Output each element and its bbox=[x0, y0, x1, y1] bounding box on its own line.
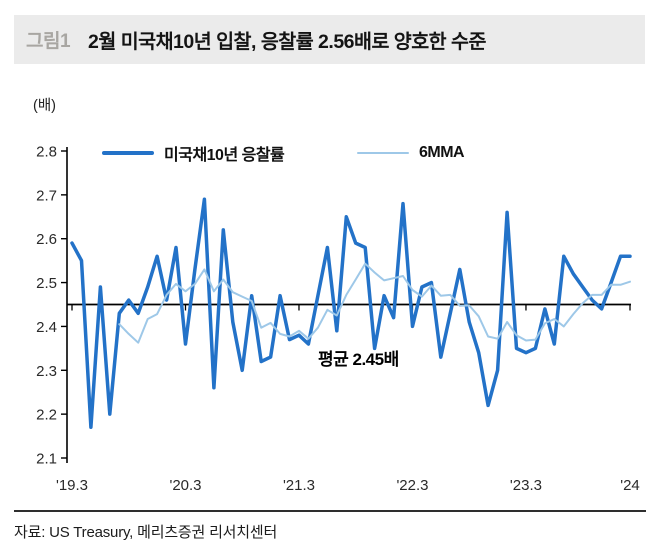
x-axis-tick-label: '24 bbox=[620, 477, 640, 494]
y-axis-tick-label: 2.8 bbox=[36, 144, 57, 161]
legend-label-6mma: 6MMA bbox=[419, 144, 465, 161]
ma-series-line bbox=[118, 262, 631, 344]
legend-item-6mma: 6MMA bbox=[357, 143, 465, 163]
y-axis-tick-label: 2.2 bbox=[36, 407, 57, 424]
page-title: 2월 미국채10년 입찰, 응찰률 2.56배로 양호한 수준 bbox=[88, 31, 486, 53]
x-axis-tick-label: '23.3 bbox=[510, 477, 542, 494]
y-axis-tick-label: 2.1 bbox=[36, 451, 57, 468]
y-axis-tick-label: 2.6 bbox=[36, 231, 57, 248]
main-series-line-icon bbox=[102, 151, 154, 155]
y-axis-unit-label: (배) bbox=[33, 98, 56, 114]
legend-label-main-series: 미국채10년 응찰률 bbox=[164, 147, 285, 164]
ma-series-line-icon bbox=[357, 152, 409, 154]
x-axis-tick-label: '19.3 bbox=[56, 477, 88, 494]
x-axis-tick-label: '22.3 bbox=[396, 477, 428, 494]
figure-title-bar: 그림1 2월 미국채10년 입찰, 응찰률 2.56배로 양호한 수준 bbox=[14, 15, 645, 64]
y-axis-tick-label: 2.4 bbox=[36, 319, 57, 336]
main-series-line bbox=[70, 197, 632, 430]
y-axis-tick-label: 2.5 bbox=[36, 275, 57, 292]
x-axis-tick-label: '20.3 bbox=[169, 477, 201, 494]
x-axis-tick-label: '21.3 bbox=[283, 477, 315, 494]
y-axis-tick-label: 2.3 bbox=[36, 363, 57, 380]
average-annotation: 평균 2.45배 bbox=[318, 350, 399, 369]
legend-item-main-series: 미국채10년 응찰률 bbox=[102, 143, 285, 164]
y-axis-tick-label: 2.7 bbox=[36, 187, 57, 204]
bottom-divider-line bbox=[14, 510, 646, 512]
figure-number-label: 그림1 bbox=[26, 31, 71, 52]
source-text: 자료: US Treasury, 메리츠증권 리서치센터 bbox=[14, 524, 278, 541]
